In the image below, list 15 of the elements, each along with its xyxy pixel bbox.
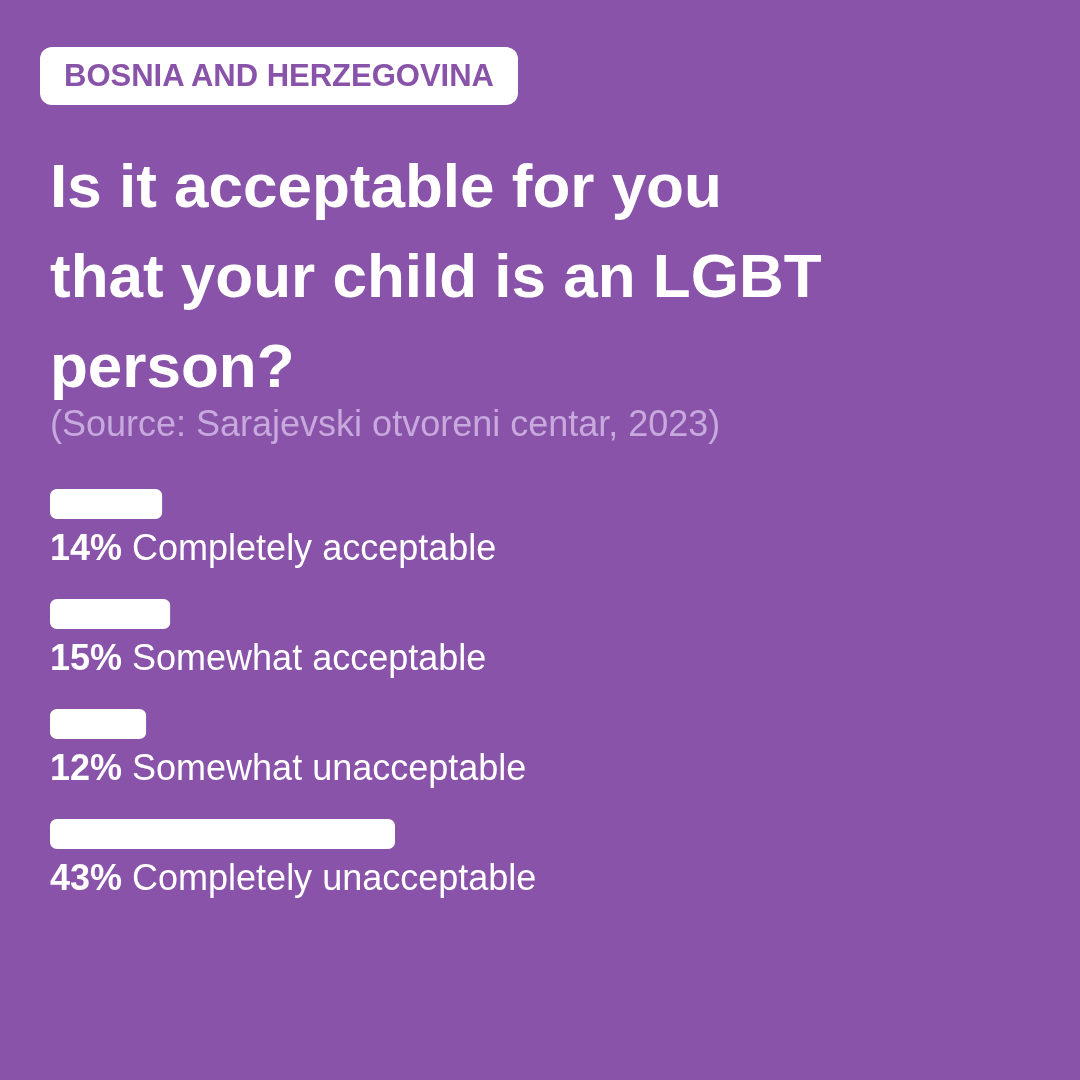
y-tick-label: Somewhat unacceptable: [132, 747, 527, 788]
data-label: 12%: [50, 747, 123, 788]
bar: [50, 599, 171, 629]
y-tick-label: Completely acceptable: [132, 527, 497, 568]
bar: [50, 489, 163, 519]
bar: [50, 709, 147, 739]
y-tick-label: Completely unacceptable: [132, 857, 537, 898]
y-tick-label: Somewhat acceptable: [132, 637, 487, 678]
data-label: 15%: [50, 637, 123, 678]
bar: [50, 819, 395, 849]
data-label: 14%: [50, 527, 123, 568]
text: (Source: Sarajevski otvoreni centar, 2023): [50, 403, 721, 444]
data-label: 43%: [50, 857, 123, 898]
chart-title: Is it acceptable for you that your child is an LGBT person?: [50, 151, 822, 400]
chart-subtitle: BOSNIA AND HERZEGOVINA: [40, 47, 519, 105]
